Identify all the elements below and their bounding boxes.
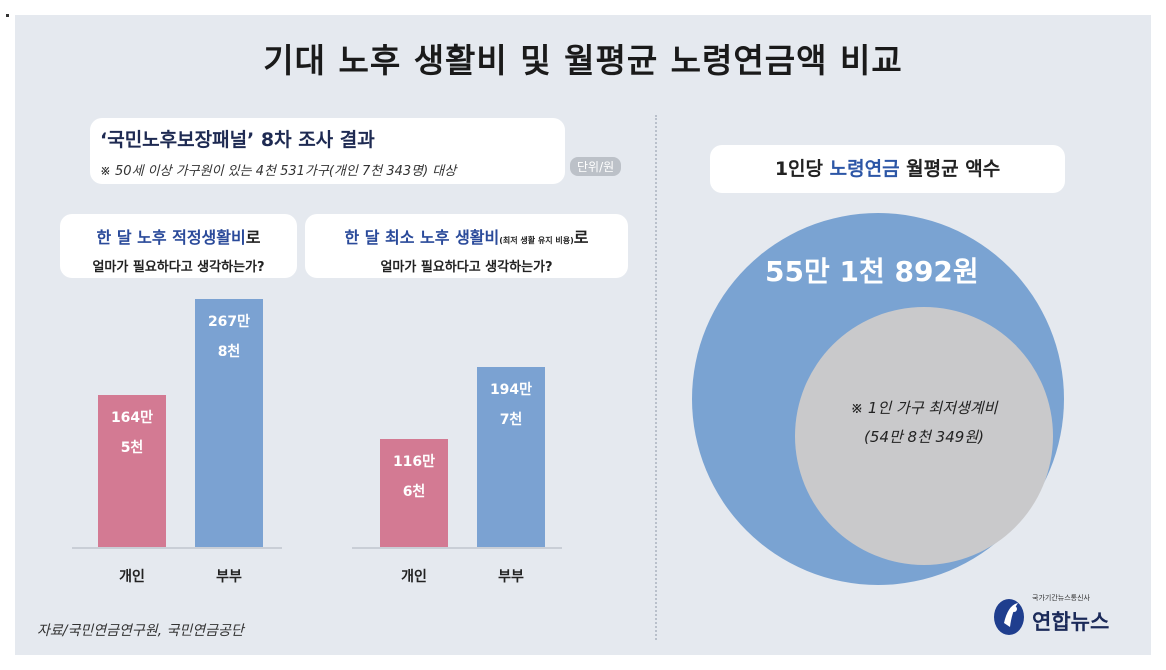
chart1-baseline <box>72 547 282 549</box>
logo-tagline: 국가기간뉴스통신사 <box>1032 594 1090 602</box>
question-adequate-suffix: 로 <box>245 228 261 247</box>
pension-heading-post: 월평균 액수 <box>906 158 1001 180</box>
unit-badge: 단위/원 <box>570 157 622 176</box>
chart1-category-couple: 부부 <box>216 569 242 585</box>
source-note: 자료/국민연금연구원, 국민연금공단 <box>37 623 244 639</box>
section-divider <box>655 115 657 640</box>
chart2-bar-couple: 194만 7천 <box>477 367 545 547</box>
chart1-bar-individual-label-2: 5천 <box>120 440 144 456</box>
question-adequate-box: 한 달 노후 적정생활비로 얼마가 필요하다고 생각하는가? <box>60 214 297 278</box>
question-minimum-line2: 얼마가 필요하다고 생각하는가? <box>380 260 553 275</box>
chart2-bar-couple-label-2: 7천 <box>499 412 523 428</box>
survey-box <box>90 118 565 184</box>
pension-heading: 1인당 노령연금 월평균 액수 <box>710 145 1065 193</box>
minimum-cost-label: ※ 1인 가구 최저생계비 <box>850 399 998 417</box>
chart1-bar-couple: 267만 8천 <box>195 299 263 547</box>
question-minimum-suffix: 로 <box>573 228 589 247</box>
question-minimum-small: (최저 생활 유지 비용) <box>499 236 574 245</box>
logo-name: 연합뉴스 <box>1032 610 1110 634</box>
pension-heading-pre: 1인당 <box>774 158 823 180</box>
chart1-category-individual: 개인 <box>119 569 145 585</box>
question-minimum-box: 한 달 최소 노후 생활비(최저 생활 유지 비용)로 얼마가 필요하다고 생각… <box>305 214 628 278</box>
chart2-bar-individual: 116만 6천 <box>380 439 448 547</box>
chart2-baseline <box>352 547 562 549</box>
chart2-category-individual: 개인 <box>401 569 427 585</box>
question-minimum-line1: 한 달 최소 노후 생활비(최저 생활 유지 비용)로 <box>305 224 628 248</box>
pension-amount: 55만 1천 892원 <box>765 255 979 288</box>
survey-title: ‘국민노후보장패널’ 8차 조사 결과 <box>100 129 375 151</box>
chart1-bar-individual-label-1: 164만 <box>110 410 154 426</box>
chart2-category-couple: 부부 <box>498 569 524 585</box>
yonhap-logo: 국가기간뉴스통신사 연합뉴스 <box>992 593 1132 641</box>
chart2-bar-couple-label-1: 194만 <box>489 382 533 398</box>
minimum-cost-value: (54만 8천 349원) <box>864 428 984 446</box>
yonhap-logo-icon <box>994 599 1024 635</box>
corner-dot <box>6 14 9 17</box>
chart2-bar-individual-label-1: 116만 <box>392 454 436 470</box>
pension-heading-accent: 노령연금 <box>829 158 900 180</box>
chart1-bar-individual: 164만 5천 <box>98 395 166 547</box>
question-adequate-line2: 얼마가 필요하다고 생각하는가? <box>92 260 265 275</box>
question-adequate-highlight: 한 달 노후 적정생활비 <box>96 228 246 247</box>
chart2-bar-individual-label-2: 6천 <box>402 484 426 500</box>
chart1-bar-couple-label-2: 8천 <box>217 344 241 360</box>
survey-note: ※ 50세 이상 가구원이 있는 4천 531가구(개인 7천 343명) 대상 <box>100 164 457 179</box>
question-minimum-highlight: 한 달 최소 노후 생활비 <box>344 228 500 247</box>
chart1-bar-couple-label-1: 267만 <box>207 314 251 330</box>
page-title: 기대 노후 생활비 및 월평균 노령연금액 비교 <box>263 41 903 80</box>
minimum-cost-circle <box>795 307 1053 565</box>
question-adequate-line1: 한 달 노후 적정생활비로 <box>60 224 297 248</box>
